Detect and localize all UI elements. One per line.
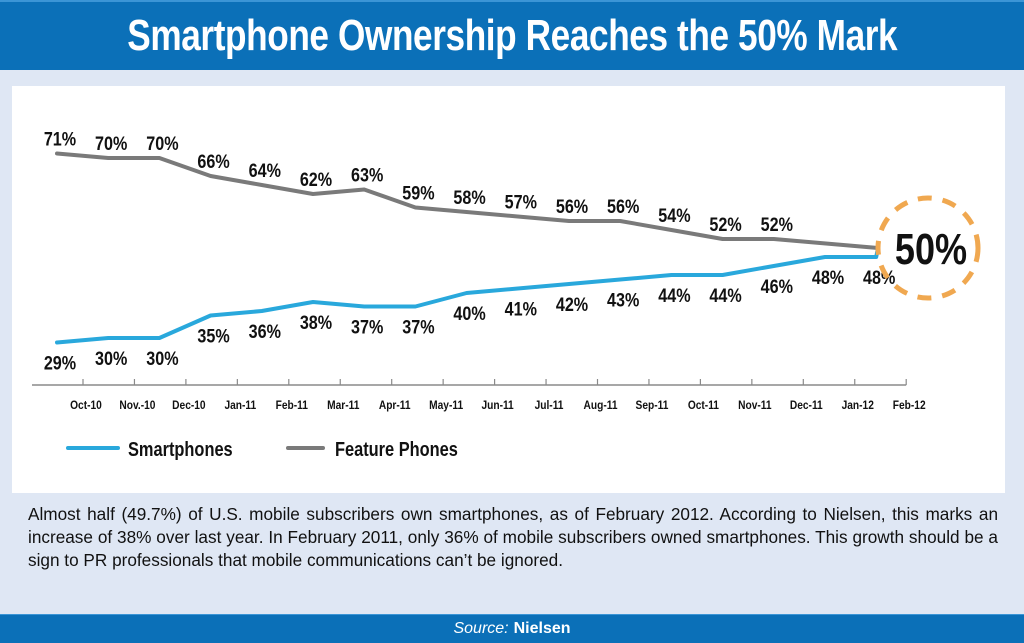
data-label-feature-phones: 52%	[761, 214, 794, 236]
x-tick-label-oct-11: Oct-11	[688, 399, 719, 412]
x-tick-label-dec-11: Dec-11	[790, 399, 823, 412]
x-tick-label-sep-11: Sep-11	[636, 399, 669, 412]
data-label-feature-phones: 52%	[709, 214, 742, 236]
data-label-smartphones: 46%	[761, 276, 794, 298]
data-label-smartphones: 40%	[453, 303, 486, 325]
data-label-smartphones: 41%	[505, 298, 538, 320]
x-tick-label-nov-11: Nov-11	[738, 399, 771, 412]
x-tick-label-nov-10: Nov.-10	[119, 399, 155, 412]
data-label-smartphones: 48%	[812, 267, 845, 289]
page-title: Smartphone Ownership Reaches the 50% Mar…	[126, 11, 897, 60]
data-label-smartphones: 30%	[146, 348, 179, 370]
x-tick-label-oct-10: Oct-10	[70, 399, 102, 412]
x-tick-label-jun-11: Jun-11	[481, 399, 513, 412]
source-name: Nielsen	[513, 620, 571, 637]
x-tick-label-aug-11: Aug-11	[584, 399, 618, 412]
title-banner: Smartphone Ownership Reaches the 50% Mar…	[0, 0, 1024, 70]
data-label-smartphones: 35%	[197, 325, 230, 347]
legend-label-feature-phones: Feature Phones	[335, 437, 458, 460]
x-tick-label-jul-11: Jul-11	[535, 399, 564, 412]
x-axis: Oct-10 Nov.-10 Dec-10 Jan-11 Feb-11 Mar-11 Apr…	[32, 379, 926, 412]
x-tick-label-jan-12: Jan-12	[842, 399, 874, 412]
data-label-smartphones: 38%	[300, 312, 333, 334]
data-label-feature-phones: 57%	[505, 191, 538, 213]
data-label-feature-phones: 64%	[249, 160, 282, 182]
data-label-feature-phones: 56%	[556, 196, 589, 218]
series-line-feature-phones	[55, 151, 880, 250]
x-tick-label-feb-12: Feb-12	[893, 399, 926, 412]
data-label-feature-phones: 58%	[453, 187, 486, 209]
callout-value: 50%	[895, 225, 967, 274]
data-label-smartphones: 42%	[556, 294, 589, 316]
series-layer	[55, 151, 880, 345]
data-label-feature-phones: 59%	[402, 182, 435, 204]
data-label-smartphones: 29%	[44, 352, 77, 374]
x-tick-label-dec-10: Dec-10	[172, 399, 205, 412]
series-line-smartphones	[55, 246, 880, 345]
data-label-feature-phones: 63%	[351, 164, 384, 186]
x-tick-label-jan-11: Jan-11	[224, 399, 256, 412]
data-label-smartphones: 43%	[607, 289, 640, 311]
legend: Smartphones Feature Phones	[66, 437, 458, 460]
data-label-smartphones: 36%	[249, 321, 282, 343]
data-label-smartphones: 37%	[402, 316, 435, 338]
x-tick-label-apr-11: Apr-11	[379, 399, 411, 412]
data-label-smartphones: 37%	[351, 316, 384, 338]
data-label-feature-phones: 70%	[95, 133, 128, 155]
data-label-smartphones: 30%	[95, 348, 128, 370]
x-tick-label-may-11: May-11	[429, 399, 463, 412]
x-tick-label-feb-11: Feb-11	[276, 399, 308, 412]
source-label: Source:	[453, 620, 509, 637]
data-label-smartphones: 48%	[863, 267, 896, 289]
data-label-feature-phones: 56%	[607, 196, 640, 218]
legend-label-smartphones: Smartphones	[128, 437, 233, 460]
convergence-callout: 50%	[875, 195, 981, 301]
data-label-feature-phones: 54%	[658, 205, 691, 227]
data-label-smartphones: 44%	[709, 285, 742, 307]
caption-text: Almost half (49.7%) of U.S. mobile subsc…	[28, 504, 998, 570]
data-label-feature-phones: 62%	[300, 169, 333, 191]
data-label-smartphones: 44%	[658, 285, 691, 307]
data-label-feature-phones: 71%	[44, 128, 77, 150]
data-label-feature-phones: 66%	[197, 151, 230, 173]
source-bar: Source: Nielsen	[0, 614, 1024, 643]
x-tick-label-mar-11: Mar-11	[327, 399, 359, 412]
callout-dashed-circle	[875, 195, 981, 301]
data-label-feature-phones: 70%	[146, 133, 179, 155]
data-labels: 29% 30% 30% 35% 36% 38% 37% 37% 40% 41% 42% 43% 44% 4…	[44, 128, 896, 374]
